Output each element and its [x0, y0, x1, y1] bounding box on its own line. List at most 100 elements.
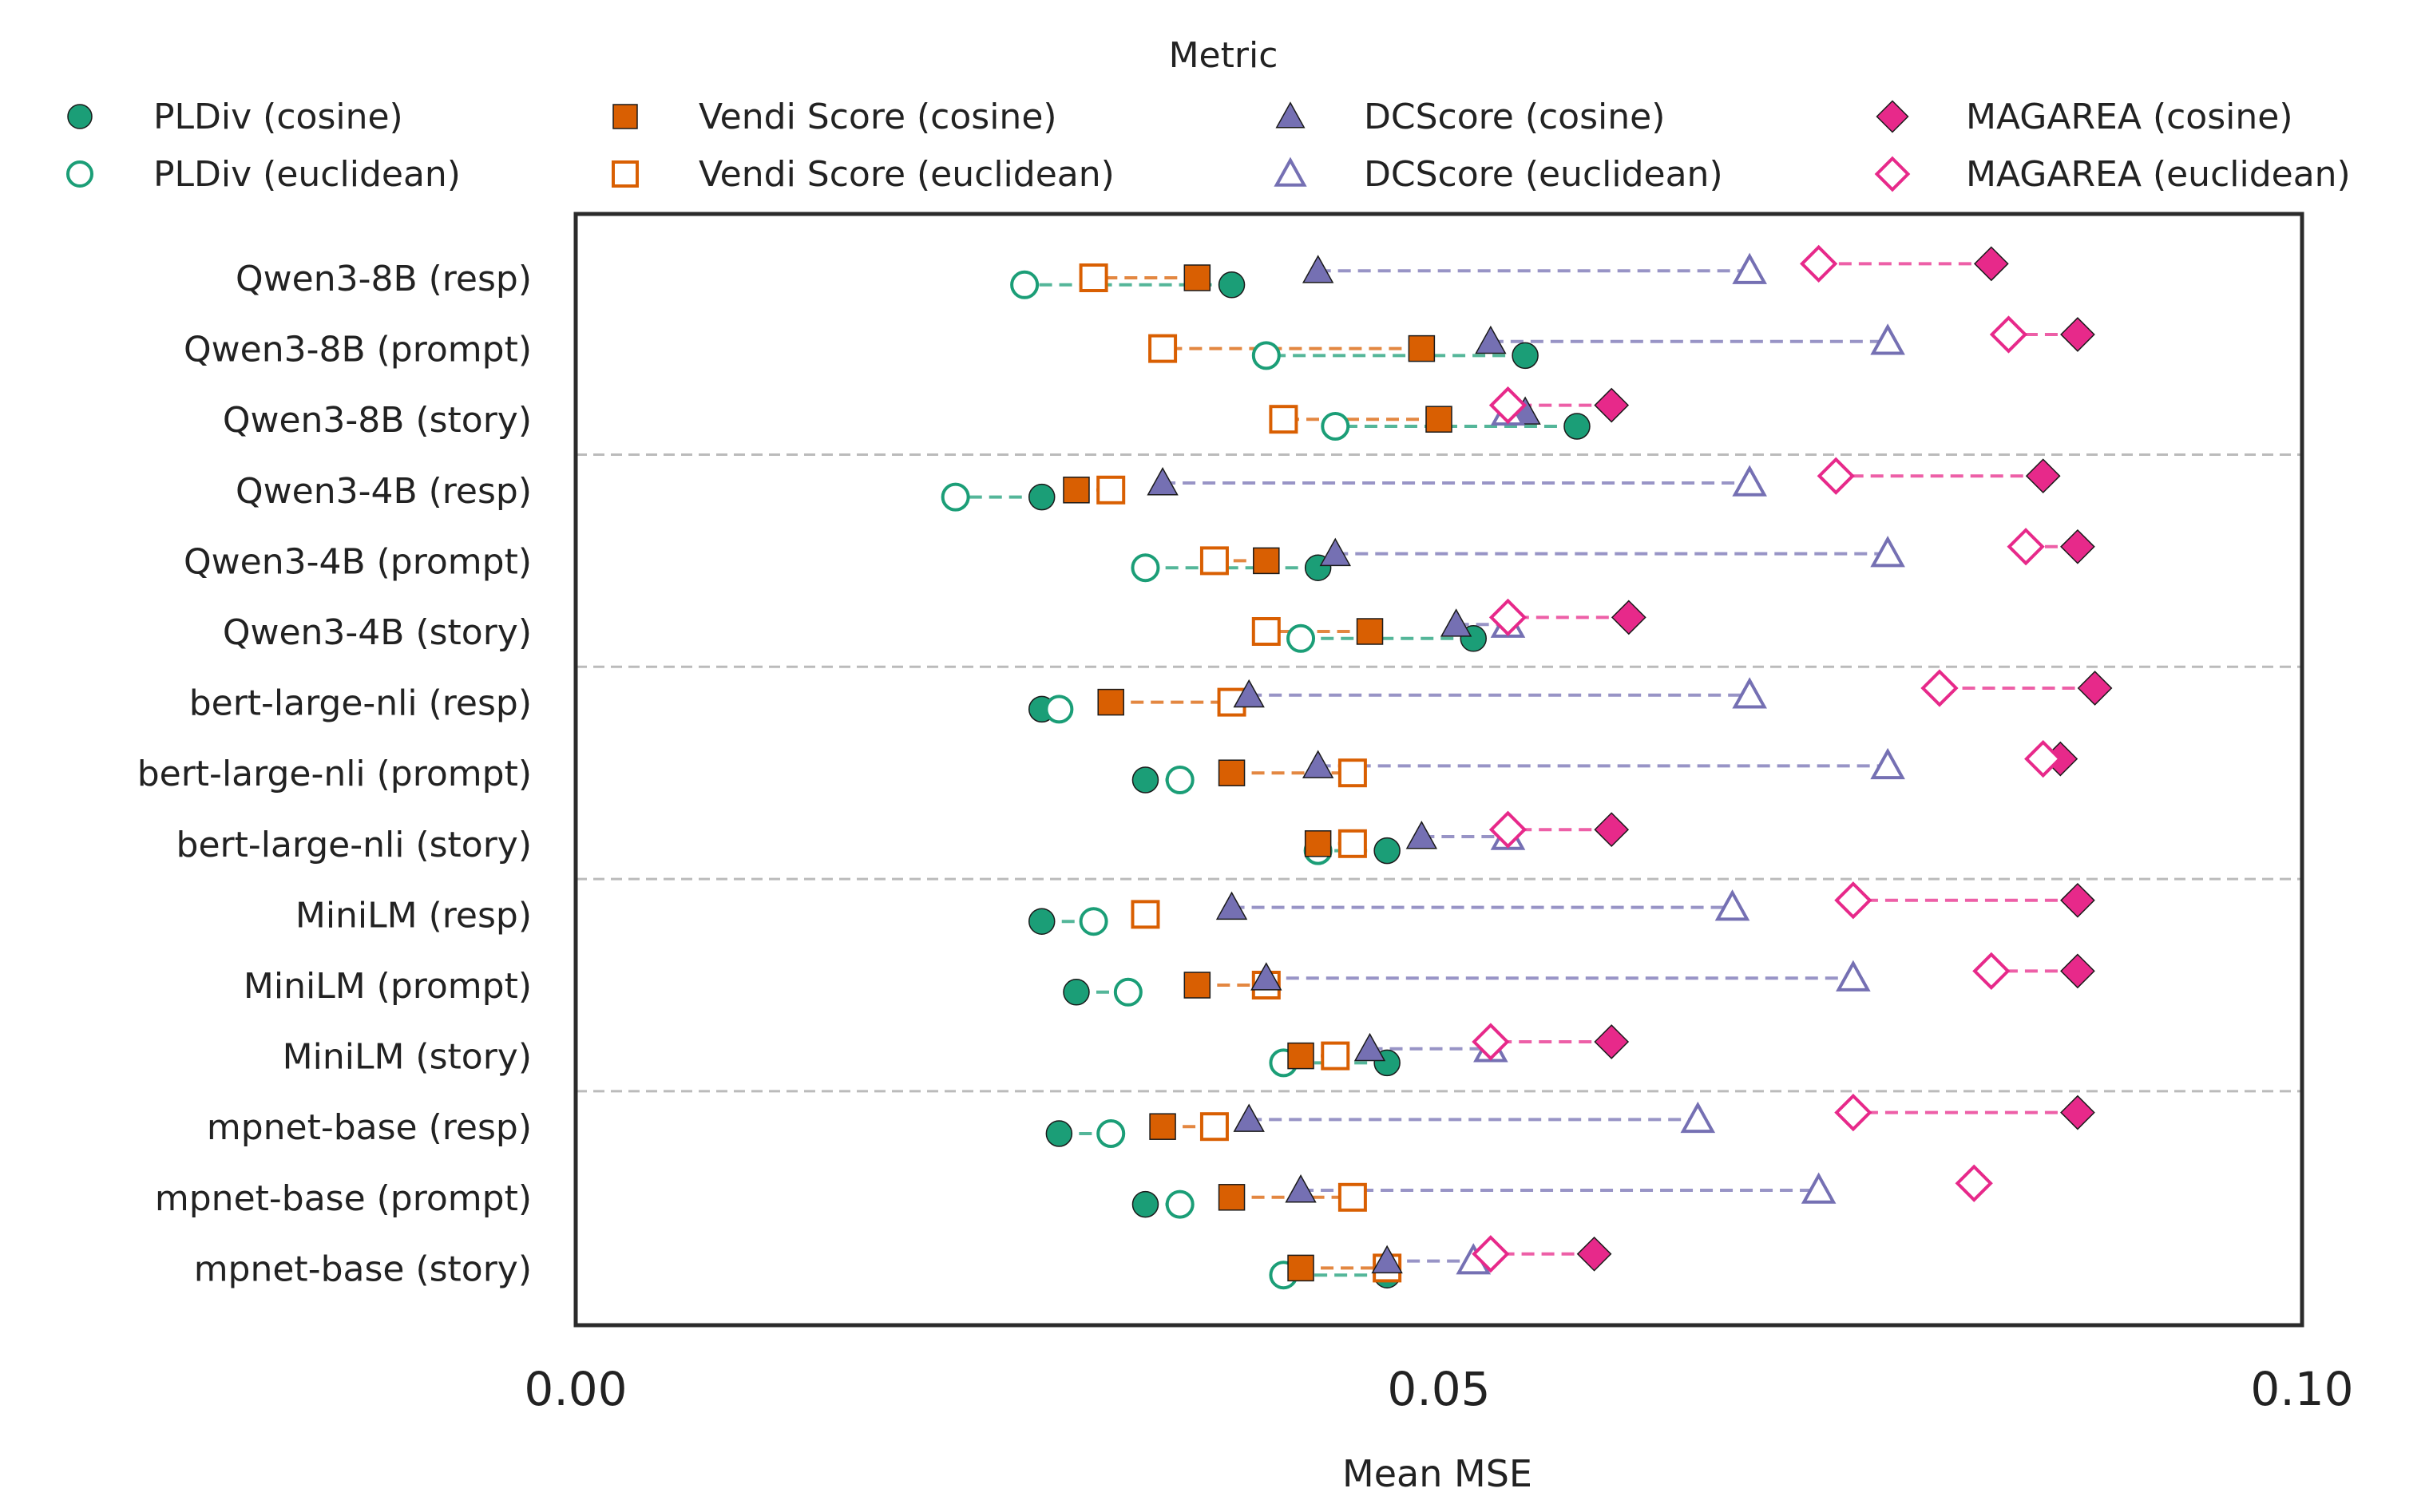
point-dcscore-cosine — [1440, 608, 1472, 637]
point-magarea-cosine — [1594, 387, 1630, 423]
point-magarea-cosine — [1594, 1024, 1630, 1059]
point-pldiv-cosine — [1563, 413, 1591, 440]
y-tick-label: MiniLM (story) — [283, 1037, 532, 1078]
point-pldiv-euclidean — [1165, 1189, 1195, 1219]
point-dcscore-euclidean — [1732, 677, 1767, 709]
point-magarea-cosine — [1576, 1236, 1612, 1272]
point-vendi-score-cosine — [1218, 759, 1246, 786]
point-dcscore-euclidean — [1732, 465, 1767, 497]
point-vendi-score-euclidean — [1337, 829, 1367, 858]
y-tick-label: mpnet-base (resp) — [207, 1107, 532, 1148]
point-pldiv-euclidean — [1079, 907, 1108, 936]
point-vendi-score-euclidean — [1096, 475, 1126, 505]
point-dcscore-cosine — [1302, 750, 1334, 778]
point-dcscore-cosine — [1233, 679, 1265, 708]
point-vendi-score-euclidean — [1199, 546, 1229, 576]
point-magarea-cosine — [2060, 528, 2095, 564]
point-vendi-score-euclidean — [1131, 900, 1160, 929]
y-tick-label: Qwen3-4B (prompt) — [184, 541, 532, 582]
legend-marker-pldiv-euclidean — [66, 160, 93, 188]
point-dcscore-euclidean — [1801, 1172, 1837, 1204]
point-vendi-score-cosine — [1183, 972, 1211, 999]
x-axis-label: Mean MSE — [1342, 1452, 1532, 1495]
x-tick-label: 0.00 — [524, 1362, 627, 1416]
point-vendi-score-cosine — [1356, 618, 1384, 645]
point-dcscore-cosine — [1405, 821, 1438, 849]
point-vendi-score-cosine — [1425, 406, 1452, 433]
point-vendi-score-euclidean — [1251, 617, 1281, 646]
point-vendi-score-euclidean — [1269, 405, 1298, 434]
point-pldiv-cosine — [1218, 271, 1246, 299]
point-dcscore-euclidean — [1714, 889, 1750, 921]
legend-marker-dcscore-euclidean — [1274, 156, 1307, 187]
point-magarea-euclidean — [1920, 669, 1959, 707]
point-pldiv-euclidean — [1131, 553, 1160, 583]
point-magarea-euclidean — [1472, 1235, 1510, 1273]
point-dcscore-euclidean — [1836, 960, 1871, 992]
point-dcscore-cosine — [1302, 255, 1334, 283]
data-markers — [941, 244, 2113, 1290]
point-dcscore-cosine — [1285, 1174, 1317, 1203]
point-pldiv-euclidean — [941, 482, 970, 512]
point-magarea-euclidean — [1989, 315, 2028, 354]
y-tick-label: mpnet-base (prompt) — [155, 1178, 532, 1219]
group-separators — [576, 453, 2302, 1093]
point-magarea-cosine — [2077, 671, 2113, 706]
point-vendi-score-cosine — [1408, 334, 1436, 362]
point-dcscore-cosine — [1215, 891, 1248, 920]
point-pldiv-euclidean — [1165, 766, 1195, 794]
point-dcscore-cosine — [1475, 325, 1507, 354]
point-vendi-score-euclidean — [1079, 263, 1108, 292]
y-tick-label: bert-large-nli (prompt) — [137, 754, 532, 794]
point-dcscore-euclidean — [1732, 252, 1767, 284]
point-magarea-euclidean — [1834, 1093, 1872, 1132]
point-vendi-score-cosine — [1253, 547, 1280, 575]
point-pldiv-cosine — [1131, 766, 1159, 794]
point-pldiv-euclidean — [1113, 977, 1143, 1007]
point-vendi-score-cosine — [1149, 1113, 1176, 1140]
point-vendi-score-euclidean — [1321, 1041, 1350, 1071]
point-vendi-score-cosine — [1063, 477, 1090, 504]
point-pldiv-euclidean — [1044, 695, 1074, 724]
legend-marker-dcscore-cosine — [1275, 101, 1306, 129]
point-magarea-cosine — [2025, 458, 2061, 494]
point-dcscore-euclidean — [1870, 536, 1905, 568]
point-vendi-score-euclidean — [1337, 1182, 1367, 1212]
plot-frame — [573, 212, 2304, 1328]
point-magarea-euclidean — [1800, 244, 1838, 283]
point-dcscore-cosine — [1147, 467, 1179, 496]
y-tick-label: MiniLM (prompt) — [244, 966, 532, 1007]
point-pldiv-cosine — [1028, 483, 1056, 511]
point-pldiv-euclidean — [1010, 270, 1040, 299]
point-magarea-euclidean — [1972, 952, 2011, 991]
y-tick-label: Qwen3-4B (resp) — [236, 471, 532, 512]
point-vendi-score-cosine — [1287, 1254, 1314, 1282]
x-tick-label: 0.05 — [1387, 1362, 1490, 1416]
point-magarea-cosine — [2060, 317, 2095, 352]
point-vendi-score-cosine — [1304, 830, 1332, 857]
point-vendi-score-euclidean — [1337, 758, 1367, 788]
point-magarea-cosine — [2060, 1094, 2095, 1130]
point-dcscore-cosine — [1319, 537, 1351, 567]
y-tick-label: Qwen3-8B (resp) — [236, 259, 532, 299]
point-magarea-cosine — [1594, 812, 1630, 848]
legend-label-magarea-cosine: MAGAREA (cosine) — [1966, 97, 2293, 137]
point-dcscore-cosine — [1371, 1245, 1403, 1274]
point-magarea-cosine — [1611, 600, 1646, 635]
point-dcscore-cosine — [1353, 1032, 1386, 1062]
point-magarea-euclidean — [1834, 881, 1872, 920]
x-tick-labels: 0.00 0.05 0.10 — [524, 1362, 2353, 1416]
y-tick-label: MiniLM (resp) — [295, 895, 532, 936]
legend: PLDiv (cosine) PLDiv (euclidean) Vendi Sco… — [66, 97, 2351, 195]
legend-marker-pldiv-cosine — [67, 104, 93, 129]
connector-lines — [955, 262, 2095, 1277]
point-magarea-euclidean — [1817, 457, 1855, 495]
point-pldiv-euclidean — [1321, 412, 1350, 441]
point-pldiv-cosine — [1028, 908, 1056, 935]
point-pldiv-cosine — [1131, 1190, 1159, 1218]
point-pldiv-euclidean — [1286, 623, 1316, 653]
legend-label-dcscore-euclidean: DCScore (euclidean) — [1364, 154, 1723, 195]
point-dcscore-euclidean — [1870, 747, 1905, 780]
point-vendi-score-cosine — [1287, 1042, 1314, 1070]
